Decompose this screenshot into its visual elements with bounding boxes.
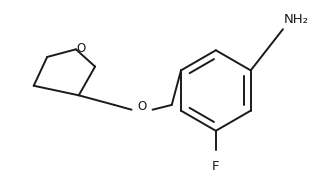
Text: O: O — [76, 42, 85, 55]
Text: F: F — [212, 159, 219, 172]
Text: O: O — [137, 100, 147, 113]
Text: NH₂: NH₂ — [284, 13, 309, 26]
